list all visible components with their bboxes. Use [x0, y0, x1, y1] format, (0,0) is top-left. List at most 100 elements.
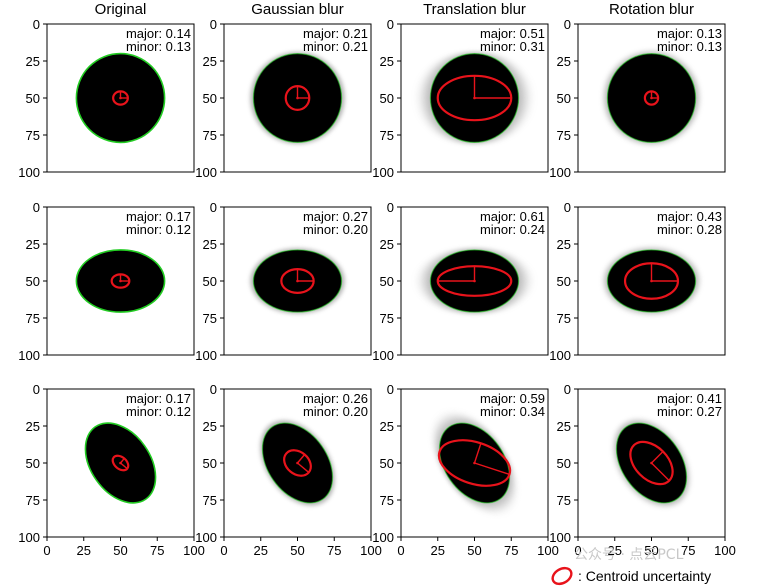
y-tick-label: 50	[380, 91, 394, 106]
centroid-point	[650, 461, 653, 465]
centroid-point	[296, 461, 299, 465]
major-axis-line	[120, 462, 128, 470]
y-tick-label: 75	[203, 493, 217, 508]
y-tick-label: 25	[203, 419, 217, 434]
minor-label: minor: 0.27	[657, 404, 722, 419]
y-tick-label: 25	[26, 237, 40, 252]
centroid-point	[473, 461, 476, 465]
y-tick-label: 50	[557, 456, 571, 471]
major-label: major: 0.59	[480, 391, 545, 406]
major-axis-line	[474, 462, 510, 476]
y-tick-label: 75	[26, 311, 40, 326]
y-tick-label: 0	[387, 382, 394, 397]
y-tick-label: 50	[557, 91, 571, 106]
major-label: major: 0.21	[303, 26, 368, 41]
y-tick-label: 0	[210, 382, 217, 397]
minor-label: minor: 0.28	[657, 222, 722, 237]
y-tick-label: 50	[203, 91, 217, 106]
y-tick-label: 50	[557, 274, 571, 289]
y-tick-label: 75	[203, 128, 217, 143]
x-tick-label: 50	[113, 543, 127, 558]
column-title: Rotation blur	[609, 1, 694, 18]
x-tick-label: 75	[504, 543, 518, 558]
centroid-point	[473, 96, 476, 100]
y-tick-label: 0	[387, 200, 394, 215]
minor-label: minor: 0.24	[480, 222, 545, 237]
y-tick-label: 25	[26, 54, 40, 69]
centroid-uncertainty-ellipse	[111, 454, 130, 472]
x-tick-label: 75	[150, 543, 164, 558]
y-tick-label: 25	[203, 54, 217, 69]
x-tick-label: 100	[537, 543, 559, 558]
y-tick-label: 100	[372, 530, 394, 545]
x-tick-label: 25	[431, 543, 445, 558]
y-tick-label: 25	[557, 237, 571, 252]
legend: : Centroid uncertainty	[548, 565, 711, 587]
minor-label: minor: 0.31	[480, 39, 545, 54]
x-tick-label: 0	[43, 543, 50, 558]
centroid-point	[650, 279, 653, 283]
centroid-point	[119, 279, 122, 283]
y-tick-label: 100	[549, 165, 571, 180]
y-tick-label: 100	[372, 165, 394, 180]
y-tick-label: 50	[203, 456, 217, 471]
y-tick-label: 75	[203, 311, 217, 326]
major-axis-line	[651, 462, 670, 482]
x-tick-label: 100	[714, 543, 736, 558]
major-label: major: 0.43	[657, 209, 722, 224]
y-tick-label: 50	[26, 456, 40, 471]
x-tick-label: 50	[467, 543, 481, 558]
y-tick-label: 100	[195, 348, 217, 363]
y-tick-label: 0	[564, 200, 571, 215]
centroid-point	[119, 96, 122, 100]
y-tick-label: 0	[564, 382, 571, 397]
x-tick-label: 100	[183, 543, 205, 558]
minor-label: minor: 0.13	[657, 39, 722, 54]
y-tick-label: 50	[380, 274, 394, 289]
x-tick-label: 0	[397, 543, 404, 558]
y-tick-label: 0	[210, 17, 217, 32]
y-tick-label: 25	[380, 419, 394, 434]
y-tick-label: 100	[18, 348, 40, 363]
x-tick-label: 50	[290, 543, 304, 558]
y-tick-label: 25	[557, 54, 571, 69]
legend-label: : Centroid uncertainty	[578, 568, 712, 584]
y-tick-label: 50	[26, 91, 40, 106]
column-title: Original	[95, 1, 147, 18]
centroid-point	[473, 279, 476, 283]
y-tick-label: 25	[380, 54, 394, 69]
centroid-point	[296, 279, 299, 283]
y-tick-label: 0	[33, 382, 40, 397]
x-tick-label: 25	[254, 543, 268, 558]
y-tick-label: 75	[380, 128, 394, 143]
major-label: major: 0.41	[657, 391, 722, 406]
y-tick-label: 100	[195, 165, 217, 180]
y-tick-label: 100	[549, 348, 571, 363]
minor-axis-line	[651, 450, 664, 464]
x-tick-label: 0	[574, 543, 581, 558]
centroid-point	[650, 96, 653, 100]
minor-label: minor: 0.20	[303, 404, 368, 419]
y-tick-label: 50	[380, 456, 394, 471]
y-tick-label: 75	[380, 493, 394, 508]
legend-ellipse-icon	[551, 566, 573, 586]
x-tick-label: 50	[644, 543, 658, 558]
y-tick-label: 25	[203, 237, 217, 252]
y-tick-label: 0	[33, 17, 40, 32]
y-tick-label: 75	[26, 128, 40, 143]
major-label: major: 0.27	[303, 209, 368, 224]
minor-label: minor: 0.20	[303, 222, 368, 237]
y-tick-label: 100	[549, 530, 571, 545]
y-tick-label: 25	[557, 419, 571, 434]
y-tick-label: 100	[372, 348, 394, 363]
x-tick-label: 25	[608, 543, 622, 558]
major-label: major: 0.51	[480, 26, 545, 41]
y-tick-label: 75	[557, 493, 571, 508]
